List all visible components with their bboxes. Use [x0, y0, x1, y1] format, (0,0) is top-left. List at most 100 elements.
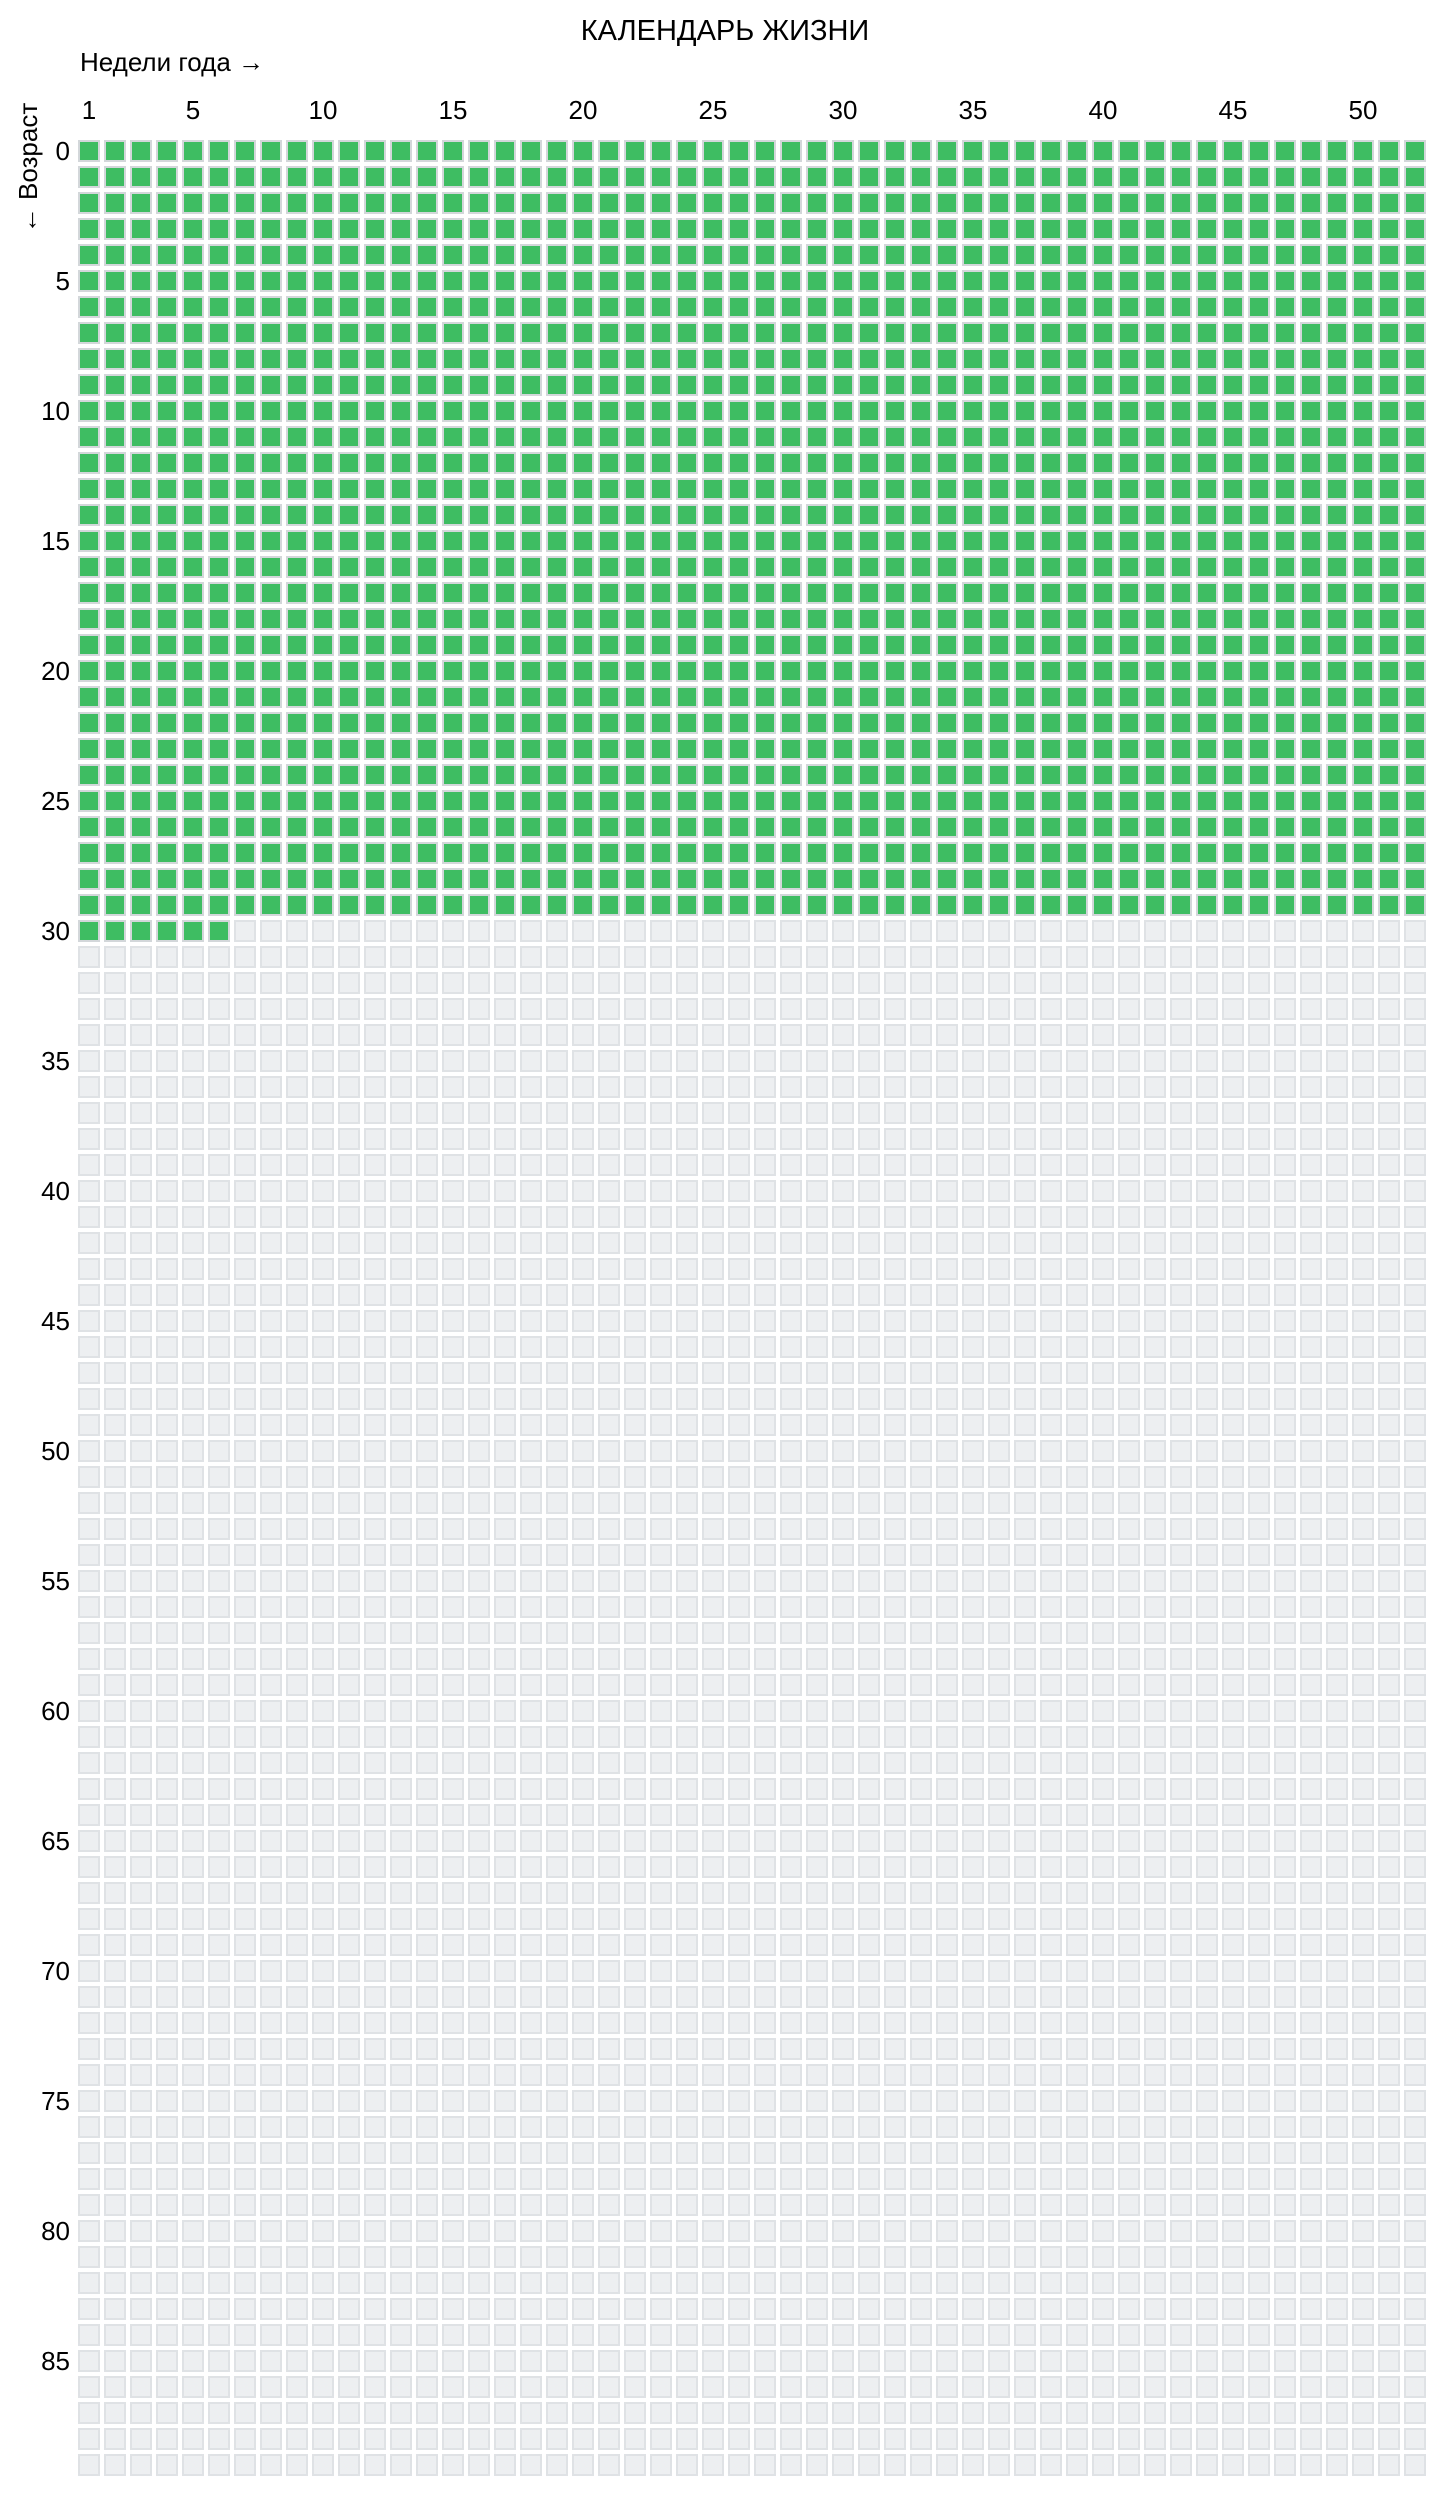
week-cell: [754, 738, 776, 760]
week-cell: [234, 2012, 256, 2034]
week-cell: [468, 1440, 490, 1462]
week-cell: [1092, 192, 1114, 214]
week-cell: [78, 1102, 100, 1124]
week-cell: [988, 426, 1010, 448]
week-cell: [650, 1284, 672, 1306]
week-cell: [390, 1518, 412, 1540]
week-cell: [1326, 1128, 1348, 1150]
week-cell: [1248, 1466, 1270, 1488]
week-cell: [182, 1518, 204, 1540]
week-cell: [364, 478, 386, 500]
week-cell: [988, 192, 1010, 214]
week-cell: [1378, 1830, 1400, 1852]
week-cell: [1144, 400, 1166, 422]
week-cell: [1300, 1700, 1322, 1722]
week-cell: [598, 1674, 620, 1696]
week-cell: [156, 2272, 178, 2294]
week-cell: [1222, 1700, 1244, 1722]
week-cell: [260, 1518, 282, 1540]
week-cell: [1326, 790, 1348, 812]
week-cell: [104, 2168, 126, 2190]
week-cell: [520, 2376, 542, 2398]
week-cell: [754, 842, 776, 864]
week-cell: [1248, 1492, 1270, 1514]
week-cell: [546, 1986, 568, 2008]
week-cell: [1014, 1596, 1036, 1618]
week-cell: [1144, 2038, 1166, 2060]
week-cell: [78, 244, 100, 266]
week-cell: [182, 1128, 204, 1150]
week-cell: [754, 1856, 776, 1878]
week-cell: [1170, 1154, 1192, 1176]
week-cell: [910, 1726, 932, 1748]
week-cell: [468, 2142, 490, 2164]
week-cell: [572, 1440, 594, 1462]
week-cell: [754, 270, 776, 292]
week-cell: [1248, 2324, 1270, 2346]
week-cell: [494, 556, 516, 578]
week-cell: [416, 1934, 438, 1956]
week-cell: [78, 608, 100, 630]
week-cell: [130, 712, 152, 734]
week-cell: [1196, 816, 1218, 838]
week-cell: [1170, 1752, 1192, 1774]
week-cell: [1014, 1128, 1036, 1150]
week-cell: [312, 1232, 334, 1254]
week-cell: [156, 1284, 178, 1306]
week-cell: [364, 1622, 386, 1644]
week-cell: [936, 270, 958, 292]
week-cell: [988, 1232, 1010, 1254]
week-cell: [624, 1024, 646, 1046]
week-cell: [442, 2454, 464, 2476]
week-cell: [962, 1518, 984, 1540]
week-cell: [1092, 1934, 1114, 1956]
week-cell: [390, 1960, 412, 1982]
week-cell: [1248, 1102, 1270, 1124]
week-cell: [468, 1752, 490, 1774]
week-cell: [130, 1934, 152, 1956]
week-cell: [988, 1076, 1010, 1098]
week-cell: [754, 244, 776, 266]
week-cell: [1118, 2350, 1140, 2372]
week-cell: [780, 738, 802, 760]
week-cell: [962, 2038, 984, 2060]
week-cell: [1378, 452, 1400, 474]
week-cell: [910, 140, 932, 162]
week-cell: [728, 2402, 750, 2424]
week-cell: [312, 2324, 334, 2346]
week-cell: [130, 1596, 152, 1618]
week-cell: [754, 400, 776, 422]
week-cell: [1378, 2376, 1400, 2398]
week-cell: [1040, 1284, 1062, 1306]
week-cell: [1118, 2220, 1140, 2242]
week-cell: [1326, 1258, 1348, 1280]
week-cell: [1170, 1700, 1192, 1722]
week-cell: [130, 1076, 152, 1098]
week-cell: [1196, 1466, 1218, 1488]
week-cell: [936, 2220, 958, 2242]
week-cell: [1118, 2402, 1140, 2424]
week-cell: [702, 1778, 724, 1800]
week-cell: [832, 478, 854, 500]
week-cell: [416, 634, 438, 656]
week-cell: [676, 426, 698, 448]
week-cell: [1092, 1752, 1114, 1774]
week-cell: [390, 2246, 412, 2268]
week-cell: [832, 1284, 854, 1306]
week-cell: [390, 1414, 412, 1436]
week-cell: [390, 2064, 412, 2086]
week-cell: [364, 2246, 386, 2268]
week-cell: [858, 2194, 880, 2216]
week-cell: [78, 1154, 100, 1176]
week-cell: [1404, 842, 1426, 864]
week-cell: [182, 1414, 204, 1436]
week-cell: [780, 712, 802, 734]
week-cell: [884, 1518, 906, 1540]
week-cell: [104, 1986, 126, 2008]
week-cell: [364, 1232, 386, 1254]
week-cell: [494, 1024, 516, 1046]
week-cell: [806, 1804, 828, 1826]
week-cell: [1170, 2194, 1192, 2216]
week-cell: [1144, 842, 1166, 864]
week-cell: [1066, 1466, 1088, 1488]
